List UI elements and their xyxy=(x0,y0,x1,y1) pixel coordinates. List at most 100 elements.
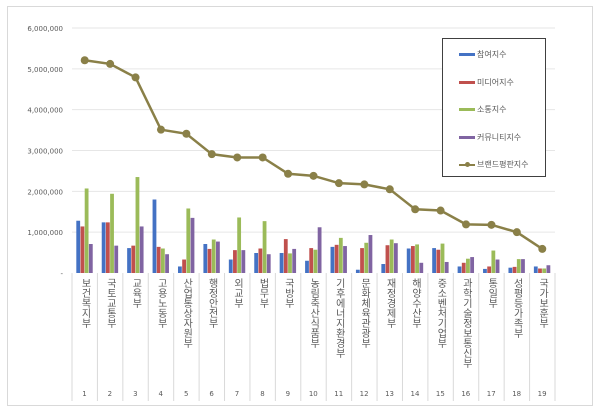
category-label: 법무부 xyxy=(256,278,268,308)
bar-0-8 xyxy=(279,252,284,273)
bar-2-14 xyxy=(440,243,445,273)
category-label: 국방부 xyxy=(282,278,294,308)
category-label: 문화체육관광부 xyxy=(358,278,370,348)
bar-1-2 xyxy=(131,245,136,273)
rank-label: 10 xyxy=(308,390,318,398)
bar-3-0 xyxy=(88,244,93,273)
line-point-10 xyxy=(334,179,343,188)
rank-label: 9 xyxy=(285,390,291,398)
line-point-1 xyxy=(106,59,115,68)
line-point-14 xyxy=(436,206,445,215)
category-label: 보건복지부 xyxy=(79,278,90,328)
category-label: 외교부 xyxy=(231,278,243,308)
bar-0-15 xyxy=(457,266,462,273)
bar-2-8 xyxy=(288,253,292,273)
bar-3-15 xyxy=(470,257,475,273)
rank-label: 18 xyxy=(512,390,522,398)
bar-3-16 xyxy=(495,259,500,273)
bar-3-13 xyxy=(419,262,424,273)
bar-0-4 xyxy=(177,266,182,273)
category-label: 기후에너지환경부 xyxy=(333,278,345,358)
bar-0-10 xyxy=(330,246,335,273)
bar-2-6 xyxy=(237,217,242,273)
bar-2-18 xyxy=(542,268,547,273)
rank-label: 6 xyxy=(209,390,214,398)
bar-1-1 xyxy=(105,222,110,273)
bar-3-1 xyxy=(114,245,119,273)
legend-swatch xyxy=(459,135,475,139)
legend-marker xyxy=(465,161,470,167)
rank-label: 17 xyxy=(486,390,496,398)
bar-2-15 xyxy=(466,258,470,273)
bar-3-4 xyxy=(190,217,195,273)
bar-2-9 xyxy=(313,249,318,273)
bar-3-5 xyxy=(216,241,220,273)
rank-label: 3 xyxy=(133,390,138,398)
bar-1-10 xyxy=(334,244,339,273)
y-tick-label: 1,000,000 xyxy=(27,229,63,237)
bar-0-3 xyxy=(152,199,157,273)
bar-3-11 xyxy=(368,235,373,273)
bar-2-2 xyxy=(135,177,140,273)
legend-label: 브랜드평판지수 xyxy=(477,160,529,169)
category-label: 교육부 xyxy=(129,278,141,308)
rank-label: 7 xyxy=(234,390,240,398)
bar-0-12 xyxy=(381,264,386,273)
bar-2-5 xyxy=(211,239,216,273)
bar-3-8 xyxy=(292,248,297,273)
line-point-15 xyxy=(462,220,471,229)
category-label: 국토교통부 xyxy=(104,278,116,328)
category-label: 국가보훈부 xyxy=(536,278,548,328)
bar-1-9 xyxy=(309,248,314,273)
bar-3-2 xyxy=(139,226,144,273)
category-label: 성평등가족부 xyxy=(511,278,523,338)
bar-1-7 xyxy=(258,248,263,273)
category-label: 농림축산식품부 xyxy=(307,278,319,348)
legend-label: 미디어지수 xyxy=(477,77,514,87)
category-label: 해양수산부 xyxy=(409,278,421,328)
line-point-0 xyxy=(80,56,89,65)
bar-0-1 xyxy=(101,222,106,273)
bar-1-11 xyxy=(360,248,364,273)
bar-2-12 xyxy=(389,239,394,273)
category-label: 산업통상자원부 xyxy=(180,278,192,348)
bar-0-11 xyxy=(355,269,360,273)
legend-swatch xyxy=(459,53,475,56)
bar-0-6 xyxy=(228,259,233,273)
bar-3-7 xyxy=(266,254,271,273)
bar-1-15 xyxy=(461,262,466,273)
rank-label: 12 xyxy=(359,390,369,398)
bar-1-3 xyxy=(156,246,161,273)
y-tick-label: 3,000,000 xyxy=(27,148,63,156)
bar-3-9 xyxy=(317,227,322,273)
legend-item: 미디어지수 xyxy=(459,77,514,88)
y-tick-label: 4,000,000 xyxy=(27,107,63,115)
bar-0-0 xyxy=(76,220,81,273)
bar-1-14 xyxy=(436,249,441,273)
line-point-12 xyxy=(385,185,394,194)
bar-2-16 xyxy=(491,250,496,273)
legend-label: 참여지수 xyxy=(477,50,507,59)
bar-1-13 xyxy=(410,246,415,273)
y-tick-label: 5,000,000 xyxy=(27,66,63,74)
line-point-11 xyxy=(360,180,369,189)
rank-label: 5 xyxy=(183,390,189,398)
bar-0-16 xyxy=(483,268,487,273)
bar-0-18 xyxy=(533,266,538,273)
bar-0-5 xyxy=(203,244,208,273)
y-tick-label: 6,000,000 xyxy=(27,25,63,33)
rank-label: 4 xyxy=(158,390,163,398)
legend-swatch xyxy=(459,161,475,167)
bar-0-13 xyxy=(406,248,411,273)
rank-label: 2 xyxy=(107,390,113,398)
y-tick-label: 2,000,000 xyxy=(27,188,63,196)
legend-label: 커뮤니티지수 xyxy=(477,132,522,142)
line-point-2 xyxy=(131,73,140,82)
bar-0-9 xyxy=(305,260,309,273)
category-label: 재정경제부 xyxy=(384,278,396,328)
bar-1-6 xyxy=(233,250,237,273)
rank-label: 15 xyxy=(435,390,445,398)
bar-2-3 xyxy=(160,248,165,273)
line-point-16 xyxy=(487,220,496,229)
